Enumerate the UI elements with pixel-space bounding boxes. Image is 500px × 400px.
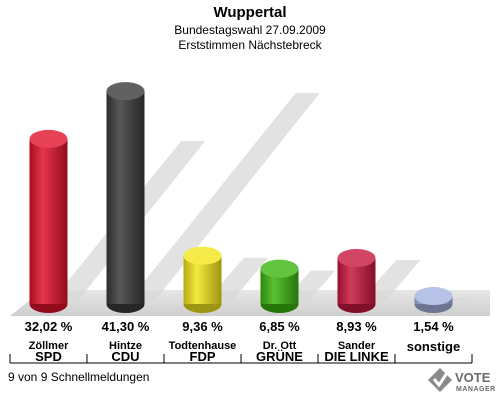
bar-die-linke	[337, 248, 376, 313]
party-label: sonstige	[407, 339, 460, 354]
candidate-label: Dr. Ott	[263, 340, 297, 352]
value-label: 1,54 %	[413, 319, 454, 334]
bar-shadow-1	[129, 93, 320, 300]
party-label: GRÜNE	[256, 349, 303, 364]
bars	[29, 82, 453, 313]
bar-top	[29, 129, 68, 148]
party-label: SPD	[35, 349, 62, 364]
candidate-label: Zöllmer	[29, 340, 69, 352]
bar-sonstige	[414, 287, 453, 313]
bar-grüne	[260, 259, 299, 313]
bar-top	[183, 246, 222, 265]
value-label: 32,02 %	[25, 319, 73, 334]
bar-top	[106, 82, 145, 101]
party-label: CDU	[111, 349, 139, 364]
party-label: DIE LINKE	[324, 349, 389, 364]
value-label: 6,85 %	[259, 319, 300, 334]
logo-text-manager: MANAGER	[456, 386, 496, 393]
chart-title: Wuppertal	[213, 4, 286, 21]
category-axis	[9, 354, 473, 364]
value-label: 9,36 %	[182, 319, 223, 334]
bar-fdp	[183, 246, 222, 313]
party-label: FDP	[190, 349, 216, 364]
footer-status: 9 von 9 Schnellmeldungen	[8, 370, 149, 384]
candidate-label: Sander	[338, 340, 376, 352]
logo-text-vote: VOTE	[455, 370, 491, 385]
candidate-label: Hintze	[109, 340, 142, 352]
value-label: 41,30 %	[102, 319, 150, 334]
bar-top	[260, 259, 299, 278]
bar-cdu	[106, 82, 145, 313]
bar-body	[106, 91, 145, 304]
vote-manager-logo: VOTE MANAGER	[428, 368, 496, 393]
bar-top	[337, 248, 376, 267]
chart-subtitle-district: Erststimmen Nächstebreck	[178, 38, 322, 52]
bar-spd	[29, 129, 68, 313]
bar-top	[414, 287, 453, 306]
bar-shadow-2	[206, 257, 269, 300]
bar-body	[29, 138, 68, 304]
candidate-label: Todtenhause	[169, 340, 237, 352]
value-label: 8,93 %	[336, 319, 377, 334]
chart-subtitle-election: Bundestagswahl 27.09.2009	[174, 23, 326, 37]
